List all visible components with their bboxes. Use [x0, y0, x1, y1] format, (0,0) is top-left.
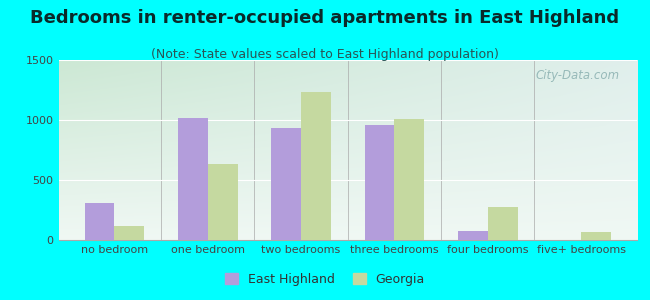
Text: Bedrooms in renter-occupied apartments in East Highland: Bedrooms in renter-occupied apartments i…	[31, 9, 619, 27]
Bar	[208, 164, 238, 240]
Legend: East Highland, Georgia: East Highland, Georgia	[220, 268, 430, 291]
Bar	[84, 203, 114, 240]
Text: (Note: State values scaled to East Highland population): (Note: State values scaled to East Highl…	[151, 48, 499, 61]
Bar	[365, 125, 395, 240]
Text: City-Data.com: City-Data.com	[536, 69, 619, 82]
Bar	[581, 232, 611, 240]
Bar	[395, 119, 424, 240]
Bar	[114, 226, 144, 240]
Bar	[488, 207, 517, 240]
Bar	[178, 118, 208, 240]
Bar	[458, 231, 488, 240]
Bar	[301, 92, 331, 240]
Bar	[271, 128, 301, 240]
